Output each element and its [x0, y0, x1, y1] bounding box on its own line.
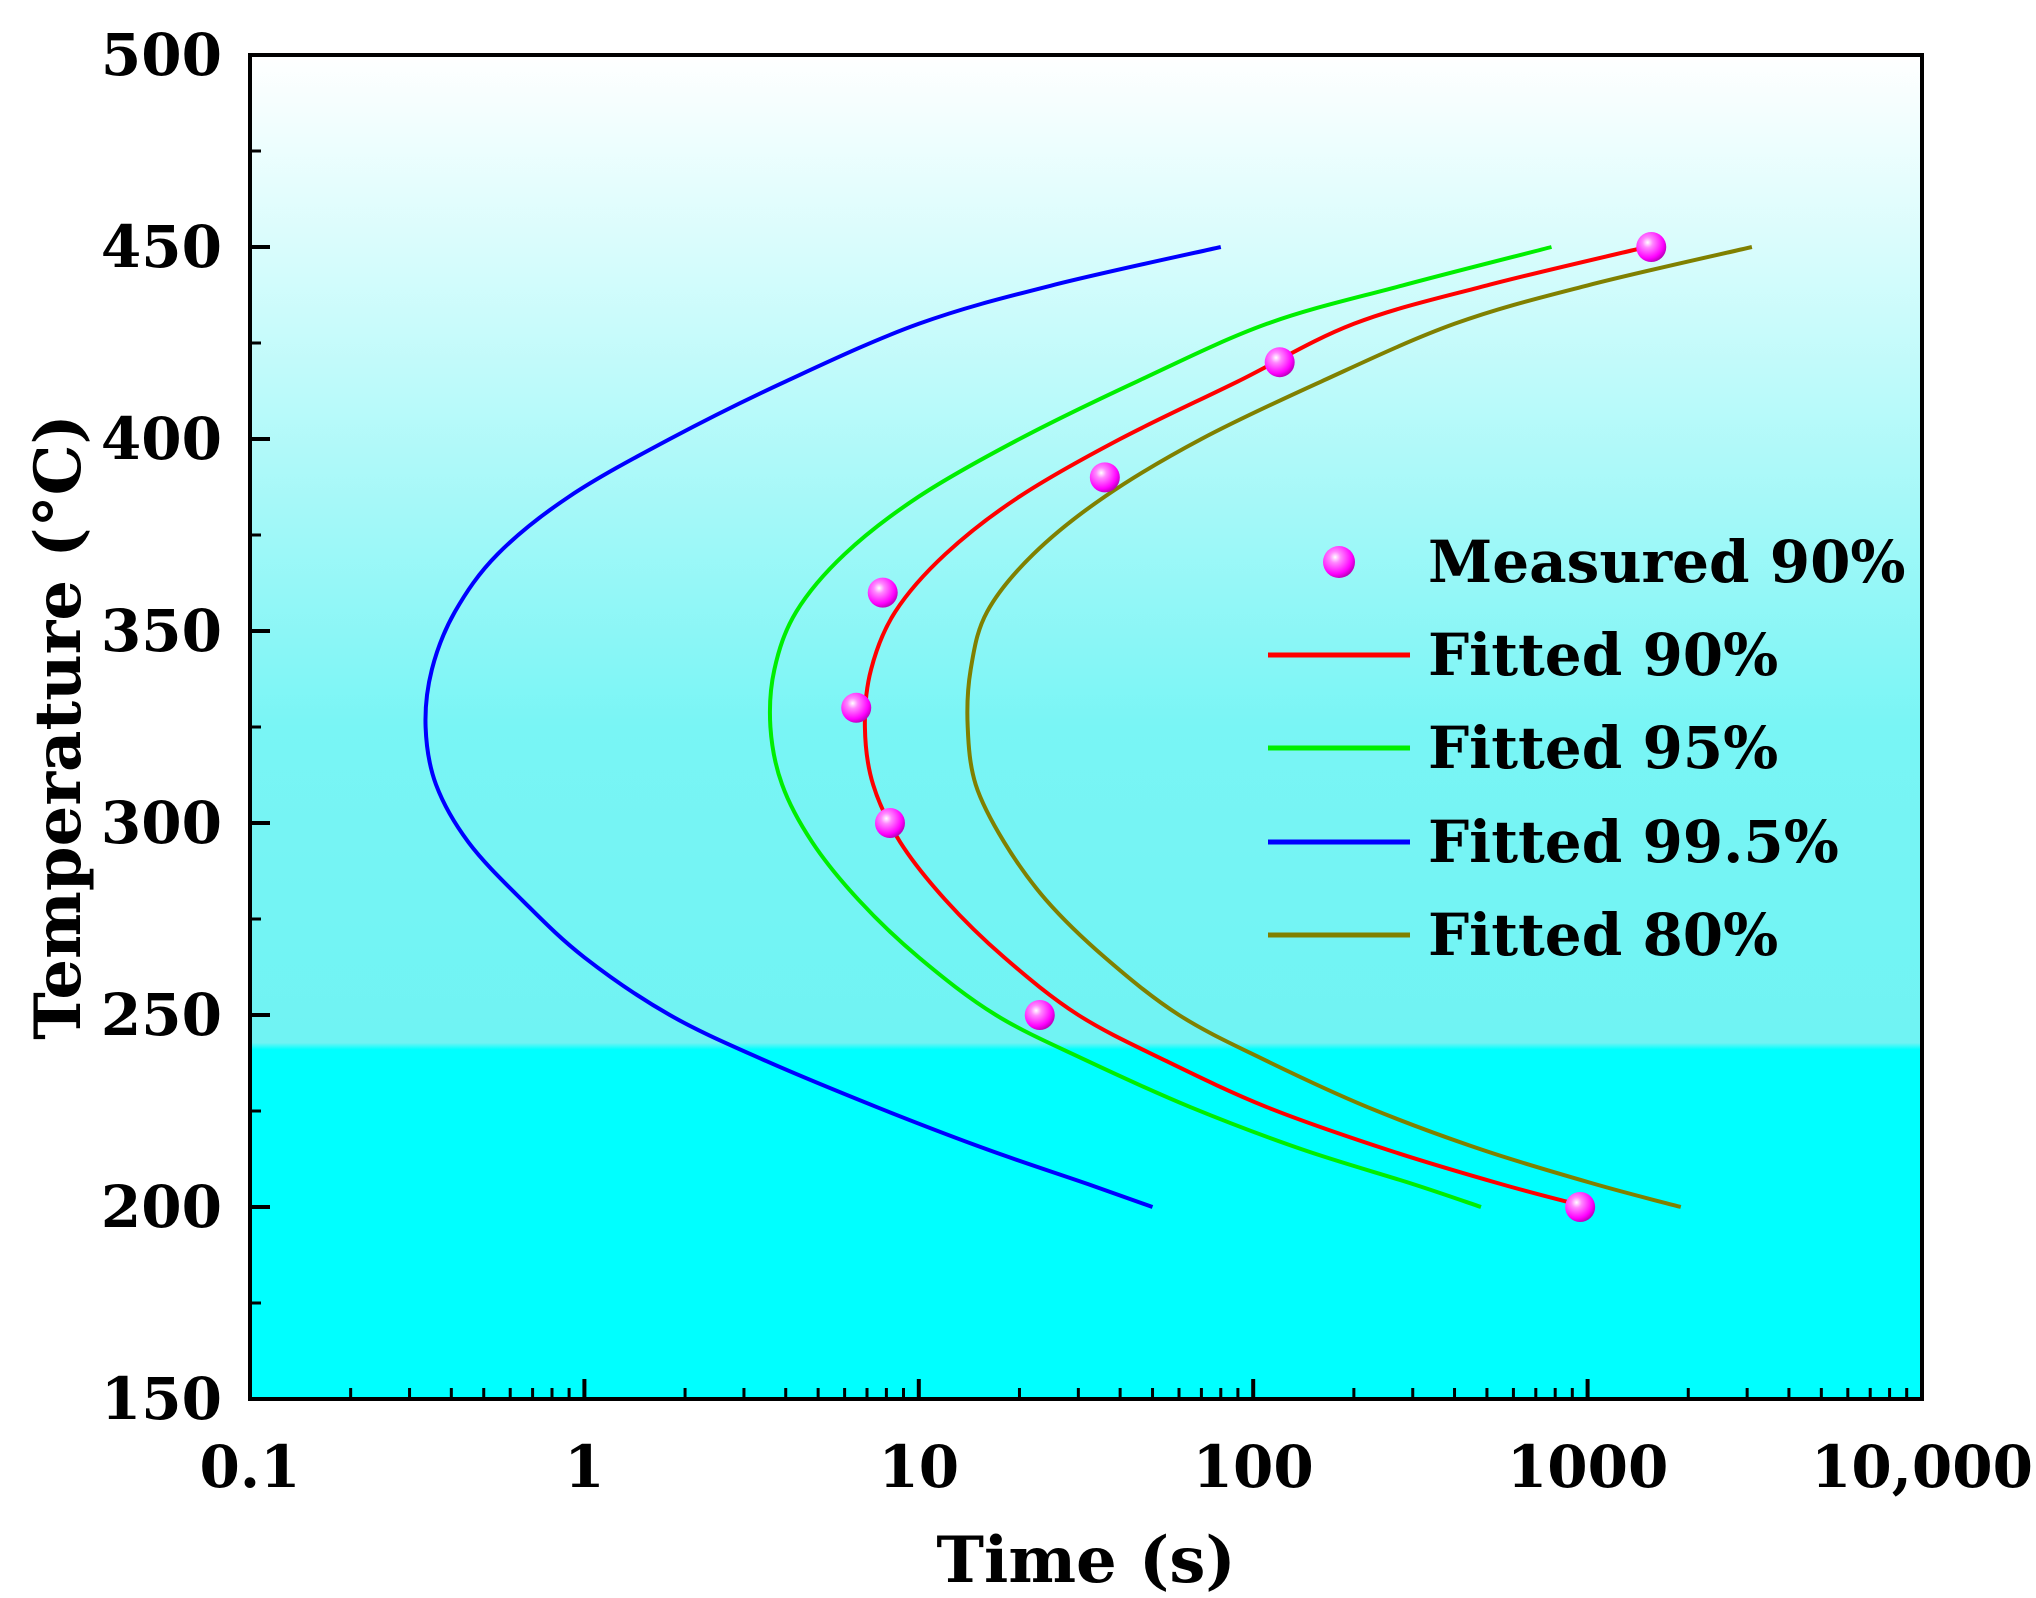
legend-label: Fitted 95%	[1428, 714, 1778, 782]
y-tick-label: 300	[101, 789, 222, 857]
x-axis-ticks: 0.1 1 10 100 1000 10,000	[200, 1379, 2033, 1501]
y-tick-label: 400	[101, 405, 222, 473]
data-point	[1264, 347, 1295, 378]
y-tick-label: 500	[101, 21, 222, 89]
data-point	[867, 577, 898, 608]
series-line-fitted-80-	[965, 245, 1753, 1209]
legend-item: Measured 90%	[1323, 528, 1906, 596]
legend-item: Fitted 90%	[1268, 621, 1778, 689]
legend: Measured 90% Fitted 90% Fitted 95% Fitted 9…	[1268, 528, 1906, 969]
legend-item: Fitted 99.5%	[1268, 808, 1839, 876]
x-tick-label: 100	[1193, 1433, 1314, 1501]
legend-label: Measured 90%	[1428, 528, 1906, 596]
data-point	[1636, 232, 1667, 262]
x-tick-label: 1000	[1507, 1433, 1668, 1501]
x-tick-label: 0.1	[200, 1433, 301, 1501]
x-tick-label: 10,000	[1811, 1433, 2033, 1501]
y-tick-label: 250	[101, 981, 222, 1049]
y-axis-ticks: 150 200 250 300 350 400 450 500	[101, 21, 270, 1433]
data-point	[1024, 1000, 1055, 1030]
series-line-fitted-95-	[767, 245, 1552, 1209]
legend-label: Fitted 80%	[1428, 901, 1778, 969]
legend-item: Fitted 95%	[1268, 714, 1778, 782]
data-point	[1089, 462, 1120, 493]
x-axis-title: Time (s)	[936, 1523, 1235, 1598]
series-line-fitted-99-5-	[423, 245, 1222, 1209]
legend-item: Fitted 80%	[1268, 901, 1778, 969]
data-point	[841, 692, 872, 723]
legend-label: Fitted 90%	[1428, 621, 1778, 689]
x-tick-label: 1	[564, 1433, 604, 1501]
y-axis-title: Temperature (°C)	[21, 414, 96, 1040]
points-layer	[841, 232, 1667, 1222]
y-tick-label: 150	[101, 1365, 222, 1433]
legend-label: Fitted 99.5%	[1428, 808, 1839, 876]
y-tick-label: 200	[101, 1173, 222, 1241]
legend-marker-swatch	[1323, 546, 1355, 578]
data-point	[1565, 1192, 1596, 1222]
x-tick-label: 10	[878, 1433, 959, 1501]
y-tick-label: 350	[101, 597, 222, 665]
y-tick-label: 450	[101, 213, 222, 281]
data-point	[874, 808, 905, 838]
